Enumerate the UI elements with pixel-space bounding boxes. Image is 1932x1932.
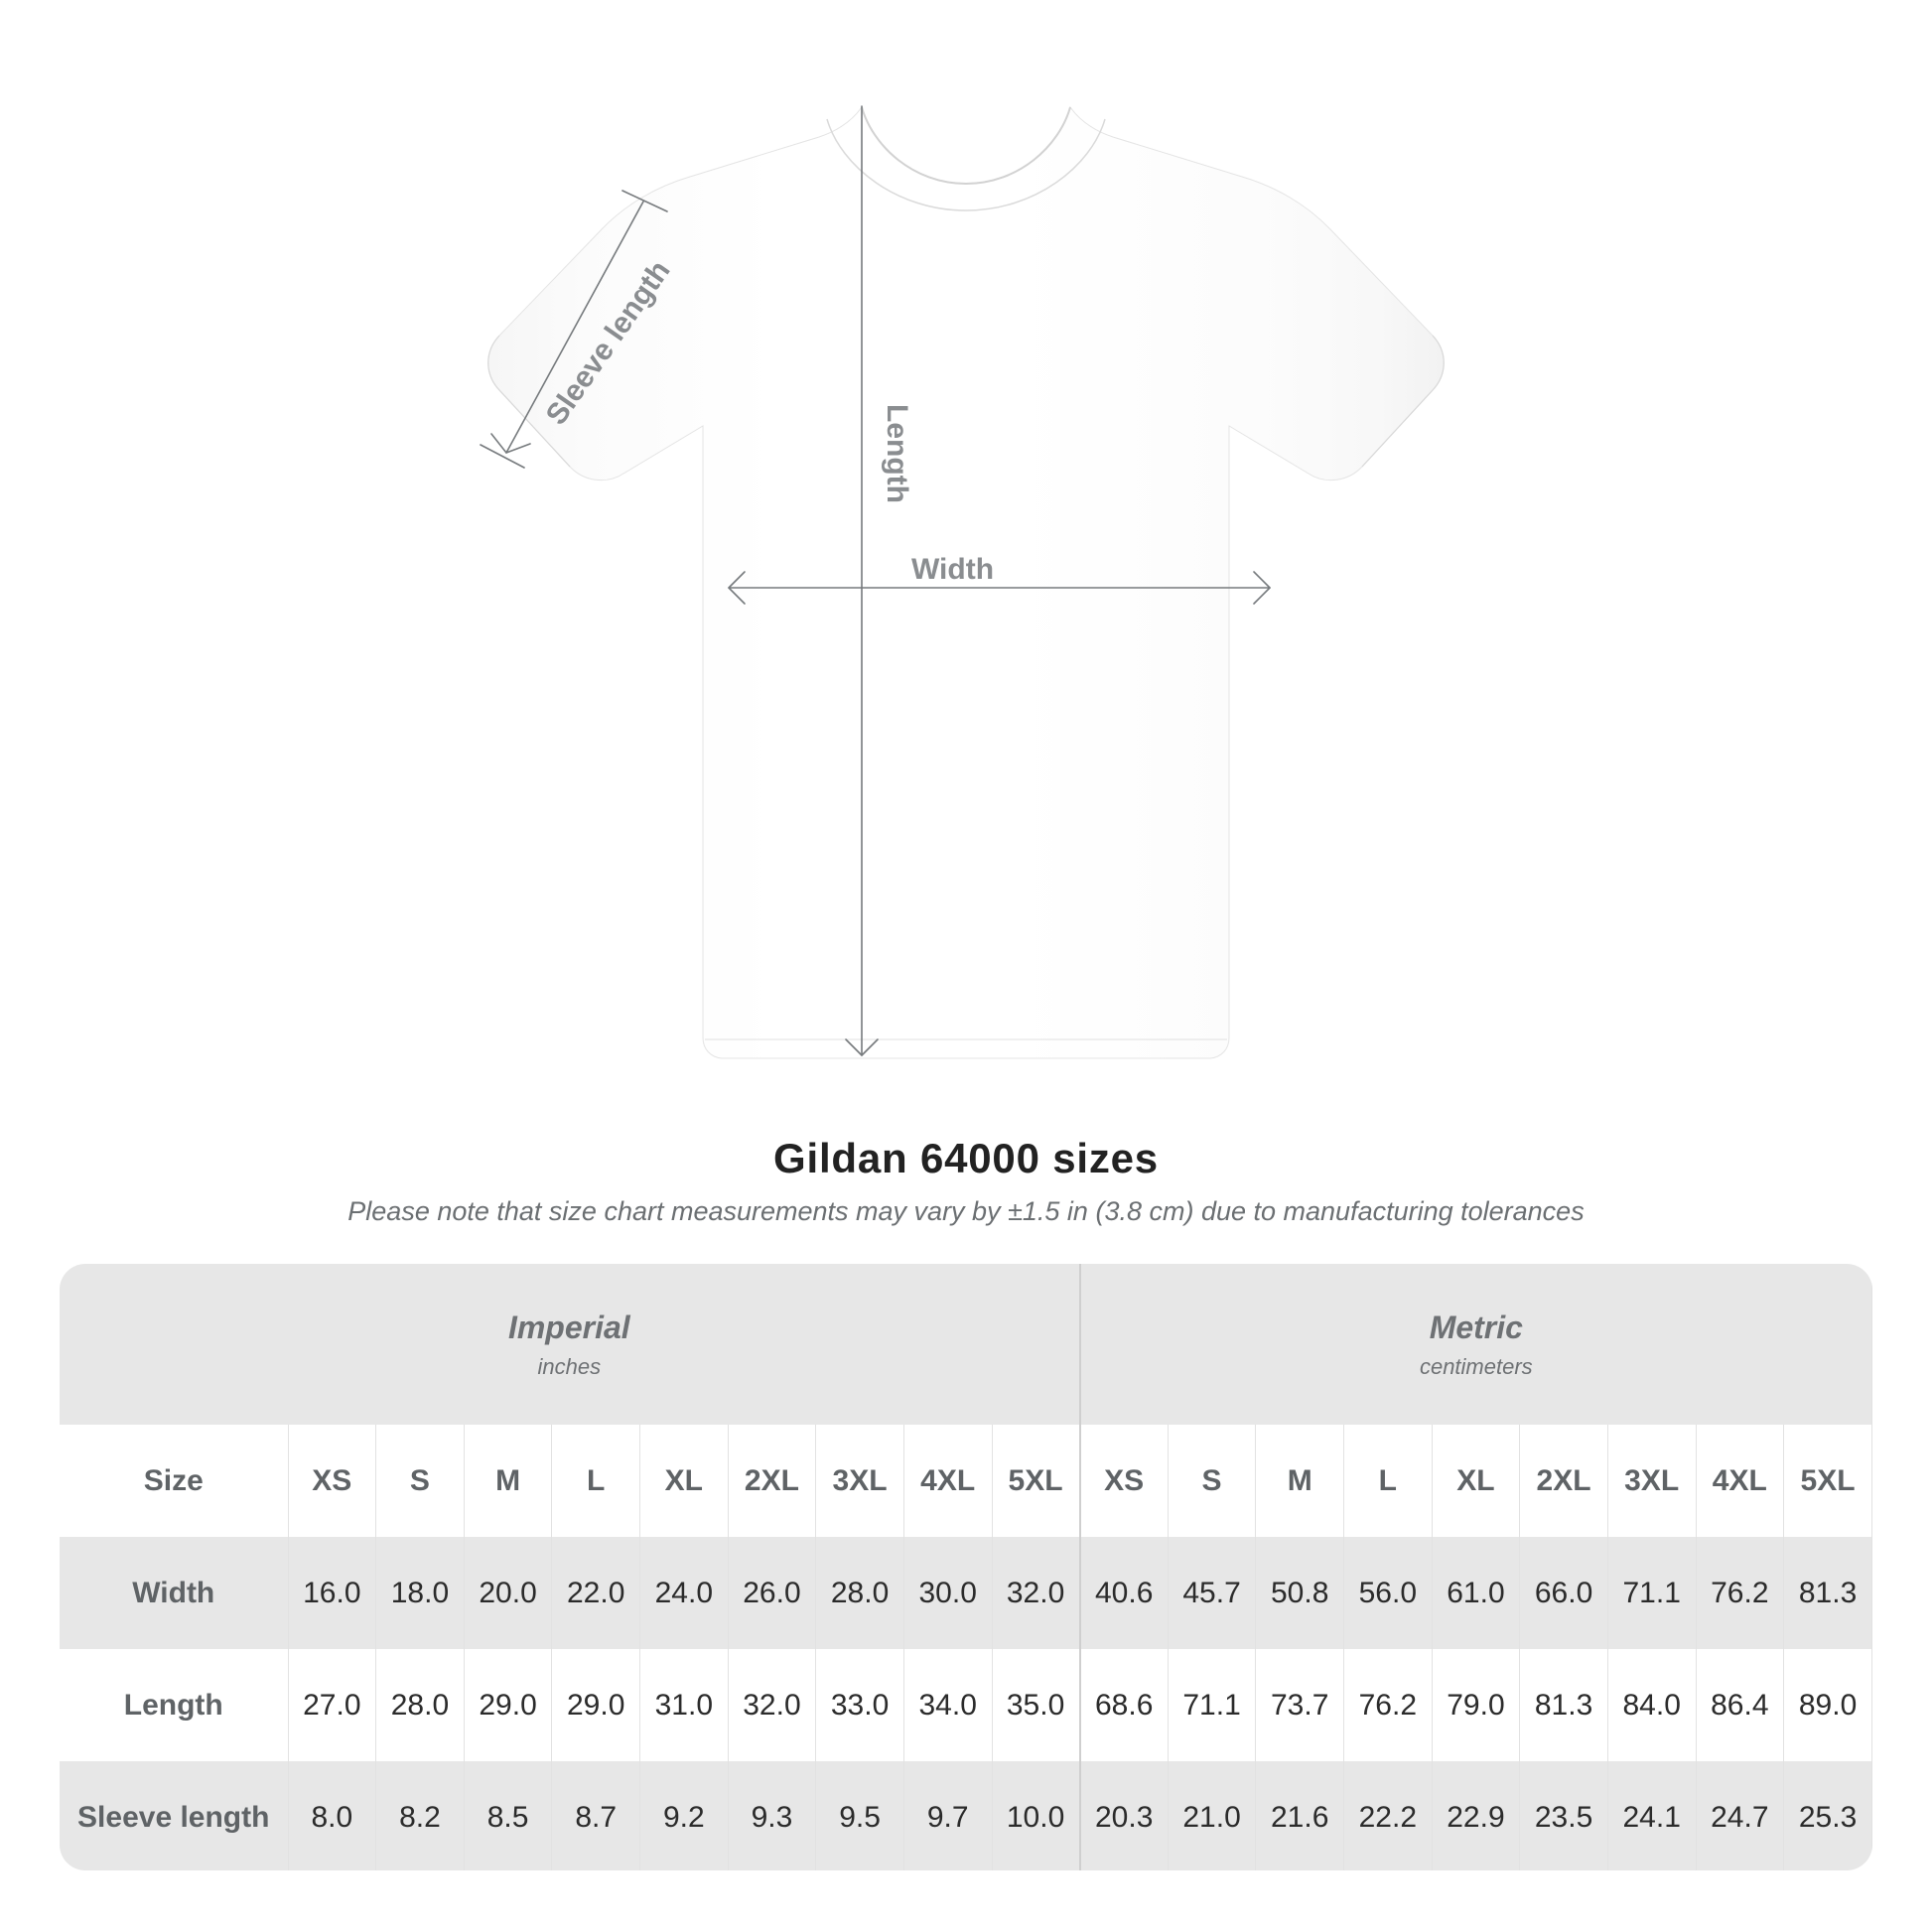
svg-text:Width: Width	[911, 553, 994, 586]
svg-text:Length: Length	[881, 404, 913, 503]
